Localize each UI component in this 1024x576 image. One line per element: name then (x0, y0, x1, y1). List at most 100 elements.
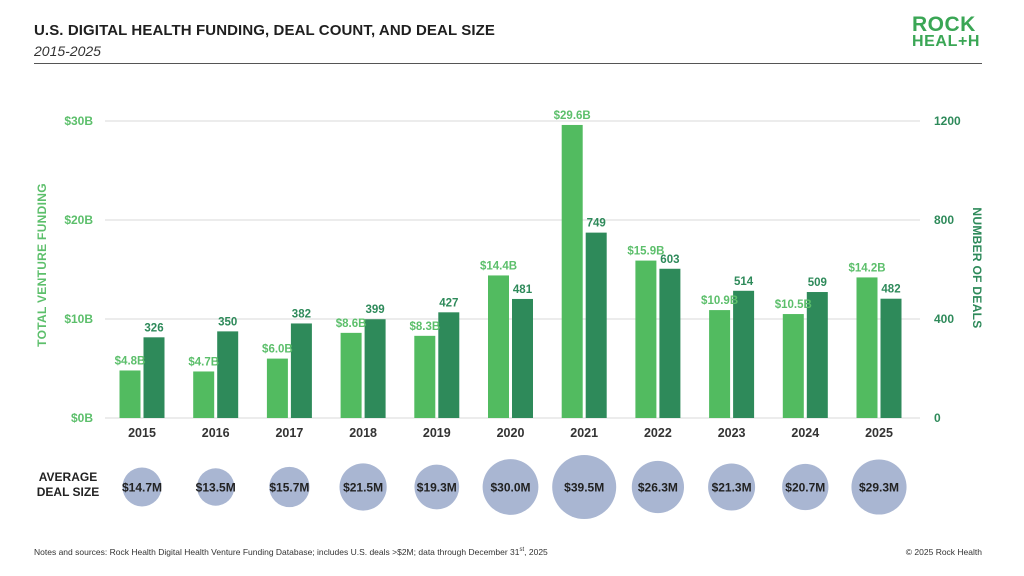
deals-data-label: 382 (292, 308, 311, 320)
header-divider (34, 63, 982, 64)
funding-data-label: $6.0B (262, 344, 293, 356)
avg-deal-size-bubble (414, 464, 460, 510)
avg-deal-size-bubble (708, 463, 756, 511)
funding-bar (193, 371, 215, 418)
x-tick-label: 2016 (202, 426, 230, 440)
copyright: © 2025 Rock Health (905, 547, 982, 557)
y-tick-left: $10B (64, 312, 93, 326)
avg-deal-size-bubble (269, 466, 310, 508)
deals-data-label: 514 (734, 276, 754, 288)
y-tick-right: 1200 (934, 114, 961, 128)
deals-data-label: 326 (144, 322, 163, 334)
funding-bar (119, 370, 141, 418)
funding-bar (340, 332, 362, 418)
funding-data-label: $4.8B (115, 355, 146, 367)
deals-bar (512, 298, 533, 418)
deals-data-label: 749 (587, 218, 606, 230)
bars (119, 124, 902, 419)
x-tick-label: 2025 (865, 426, 893, 440)
axis-ticks: $0B 0 $10B 400 $20B 800 $30B 1200 (64, 114, 961, 425)
avg-deal-size-bubble (482, 459, 539, 515)
y-tick-right: 800 (934, 213, 954, 227)
avg-deal-size-value: $19.3M (417, 481, 457, 495)
deals-bar (806, 292, 828, 418)
chart-subtitle: 2015-2025 (34, 43, 101, 59)
y-tick-right: 400 (934, 312, 954, 326)
average-deal-size-bubbles: $14.7M $13.5M $15.7M $21.5M $19.3M $30.0M $39.… (122, 455, 907, 519)
avg-deal-size-value: $26.3M (638, 481, 678, 495)
deals-bar (217, 331, 239, 418)
funding-bar (266, 358, 288, 418)
funding-data-label: $8.3B (409, 321, 440, 333)
x-tick-label: 2023 (718, 426, 746, 440)
deals-bar (438, 312, 460, 418)
deals-bar (880, 298, 902, 418)
x-tick-label: 2020 (497, 426, 525, 440)
funding-data-label: $29.6B (554, 110, 591, 122)
funding-data-label: $10.5B (775, 299, 812, 311)
y-tick-left: $20B (64, 213, 93, 227)
y-axis-title-left: TOTAL VENTURE FUNDING (35, 183, 49, 347)
funding-data-label: $10.9B (701, 295, 738, 307)
avg-deal-size-value: $30.0M (490, 481, 530, 495)
data-labels: $4.8B 326 $4.7B 350 $6.0B 382 $8.6B 399 $8.3B 427… (115, 110, 901, 369)
avg-deal-size-label-line1: AVERAGE (39, 470, 97, 484)
deals-bar (659, 268, 681, 418)
chart-title: U.S. DIGITAL HEALTH FUNDING, DEAL COUNT,… (34, 22, 495, 39)
funding-bar (488, 275, 509, 418)
avg-deal-size-bubble (851, 459, 907, 515)
x-tick-label: 2015 (128, 426, 156, 440)
deals-data-label: 350 (218, 316, 237, 328)
deals-bar (290, 323, 312, 418)
logo-line-2: HEAL+H (912, 33, 981, 50)
avg-deal-size-value: $39.5M (564, 481, 604, 495)
avg-deal-size-bubble (196, 468, 235, 506)
avg-deal-size-value: $14.7M (122, 481, 162, 495)
x-tick-label: 2018 (349, 426, 377, 440)
funding-data-label: $15.9B (627, 246, 664, 258)
x-tick-label: 2022 (644, 426, 672, 440)
avg-deal-size-value: $21.5M (343, 481, 383, 495)
funding-bar (635, 260, 657, 418)
x-tick-label: 2017 (275, 426, 303, 440)
rock-health-logo: ROCK HEAL+H (912, 13, 988, 50)
x-tick-label: 2024 (791, 426, 819, 440)
x-tick-label: 2019 (423, 426, 451, 440)
avg-deal-size-bubble (552, 455, 617, 519)
funding-bar (561, 124, 583, 419)
funding-data-label: $14.2B (848, 262, 885, 274)
funding-data-label: $4.7B (188, 356, 219, 368)
y-tick-left: $0B (71, 411, 93, 425)
y-axis-title-right: NUMBER OF DEALS (970, 207, 984, 328)
y-tick-right: 0 (934, 411, 941, 425)
funding-bar (709, 310, 731, 418)
deals-bar (143, 337, 165, 418)
y-tick-left: $30B (64, 114, 93, 128)
funding-data-label: $14.4B (480, 260, 517, 272)
avg-deal-size-bubble (122, 467, 162, 507)
avg-deal-size-value: $13.5M (196, 481, 236, 495)
deals-bar (364, 319, 386, 418)
avg-deal-size-value: $15.7M (269, 481, 309, 495)
deals-bar (733, 290, 755, 418)
logo-line-1: ROCK (912, 13, 976, 36)
funding-bar (782, 314, 804, 418)
funding-bar (856, 277, 878, 418)
deals-data-label: 482 (881, 284, 900, 296)
funding-data-label: $8.6B (336, 318, 367, 330)
avg-deal-size-value: $29.3M (859, 481, 899, 495)
avg-deal-size-bubble (631, 460, 685, 514)
deals-bar (585, 232, 607, 418)
deals-data-label: 427 (439, 297, 458, 309)
deals-data-label: 509 (808, 277, 827, 289)
avg-deal-size-bubble (782, 463, 829, 511)
x-axis-labels: 2015 2016 2017 2018 2019 2020 2021 2022 2023 2024… (128, 426, 893, 440)
x-tick-label: 2021 (570, 426, 598, 440)
deals-data-label: 481 (513, 284, 533, 296)
funding-bar (414, 335, 436, 418)
footnote: Notes and sources: Rock Health Digital H… (34, 547, 548, 557)
avg-deal-size-bubble (339, 463, 387, 511)
deals-data-label: 603 (660, 254, 679, 266)
deals-data-label: 399 (366, 304, 385, 316)
